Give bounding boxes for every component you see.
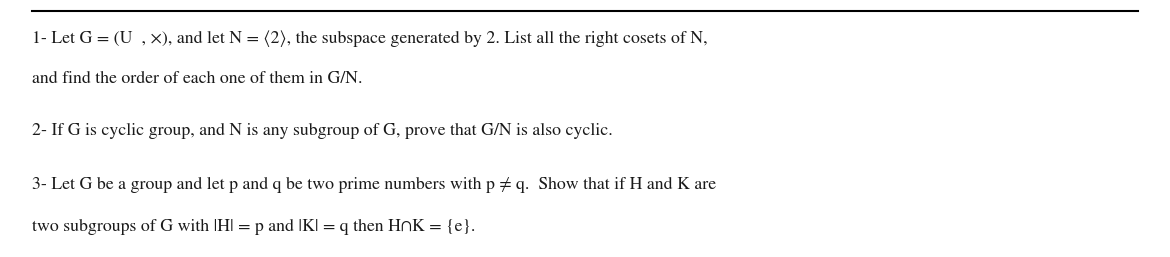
Text: 2- If G is cyclic group, and N is any subgroup of G, prove that G/N is also cycl: 2- If G is cyclic group, and N is any su… (33, 123, 613, 139)
Text: and find the order of each one of them in G/N.: and find the order of each one of them i… (33, 71, 363, 87)
Text: 3- Let G be a group and let p and q be two prime numbers with p ≠ q.  Show that : 3- Let G be a group and let p and q be t… (33, 177, 716, 193)
Text: two subgroups of G with |H| = p and |K| = q then H∩K = {e}.: two subgroups of G with |H| = p and |K| … (33, 219, 476, 235)
Text: 1- Let G = (U₁₅, ×), and let N = ⟨2⟩, the subspace generated by 2. List all the : 1- Let G = (U₁₅, ×), and let N = ⟨2⟩, th… (33, 30, 708, 47)
